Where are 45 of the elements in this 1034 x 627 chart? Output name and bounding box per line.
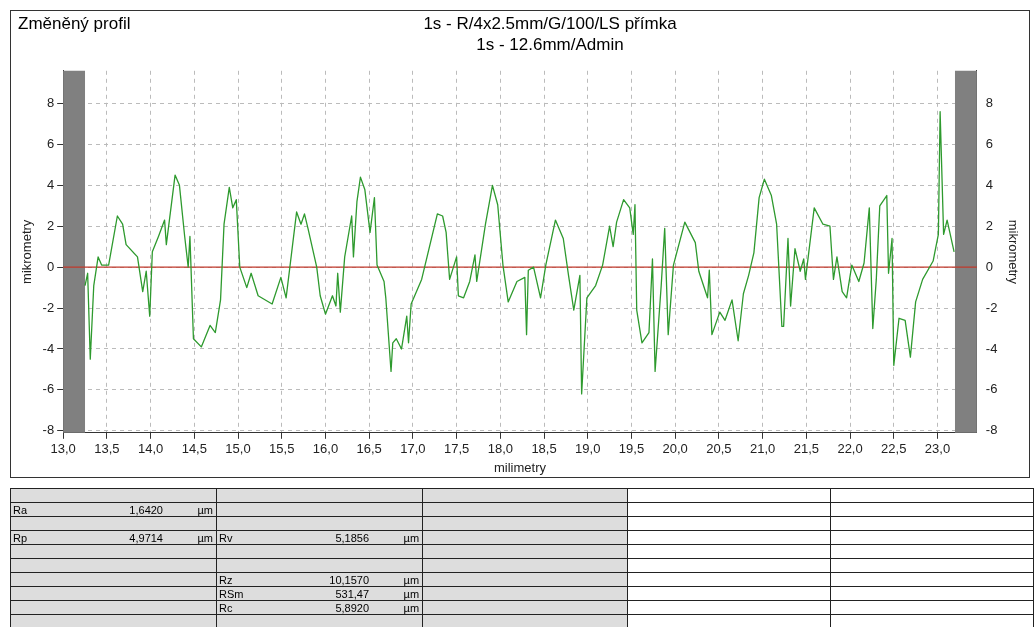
x-tick-label: 14,5 bbox=[181, 441, 207, 457]
x-tick-label: 17,0 bbox=[400, 441, 426, 457]
y2-tick-label: -6 bbox=[985, 381, 998, 397]
y-tick-label: 4 bbox=[46, 176, 55, 192]
y2-axis-title: mikrometry bbox=[1005, 219, 1021, 285]
y-tick-label: 8 bbox=[46, 95, 55, 111]
x-tick-label: 15,0 bbox=[225, 441, 251, 457]
y-tick-label: -6 bbox=[42, 381, 55, 397]
x-tick-label: 20,5 bbox=[706, 441, 732, 457]
y2-tick-label: 0 bbox=[985, 258, 994, 274]
x-tick-label: 22,5 bbox=[881, 441, 907, 457]
y2-tick-label: 2 bbox=[985, 217, 994, 233]
y-tick-label: 6 bbox=[46, 136, 55, 152]
x-tick-label: 21,0 bbox=[749, 441, 776, 457]
y2-tick-label: -4 bbox=[985, 340, 998, 356]
x-tick-label: 13,5 bbox=[94, 441, 120, 457]
y2-tick-label: -8 bbox=[985, 422, 998, 438]
y-tick-label: -4 bbox=[42, 340, 55, 356]
x-tick-label: 18,0 bbox=[487, 441, 513, 457]
y2-tick-label: 4 bbox=[985, 176, 994, 192]
x-tick-label: 21,5 bbox=[793, 441, 819, 457]
x-tick-label: 20,0 bbox=[662, 441, 688, 457]
y-axis-title: mikrometry bbox=[19, 219, 35, 284]
x-tick-label: 18,5 bbox=[531, 441, 557, 457]
x-tick-label: 16,0 bbox=[312, 441, 339, 457]
x-tick-label: 13,0 bbox=[50, 441, 76, 457]
y-tick-label: -2 bbox=[42, 299, 55, 315]
x-axis-title: milimetry bbox=[494, 459, 547, 475]
y-tick-label: 2 bbox=[46, 217, 55, 233]
x-tick-label: 19,5 bbox=[618, 441, 645, 457]
y2-tick-label: -2 bbox=[985, 299, 998, 315]
x-tick-label: 23,0 bbox=[924, 441, 951, 457]
parameter-table: Ra 1,6420 µm Rp 4,9714 µm Rv 5,1856 µm Rz 10,1570 µm RSm 531,47 µm Rc 5,8920 µm bbox=[10, 488, 1034, 627]
y-tick-label: -8 bbox=[42, 422, 55, 438]
x-tick-label: 15,5 bbox=[269, 441, 295, 457]
x-tick-label: 16,5 bbox=[356, 441, 382, 457]
y2-tick-label: 6 bbox=[985, 136, 994, 152]
x-tick-label: 14,0 bbox=[137, 441, 164, 457]
chart-subtitle: 1s - R/4x2.5mm/G/100/LS přímka 1s - 12.6mm/Admin bbox=[422, 13, 678, 55]
x-tick-label: 17,5 bbox=[443, 441, 470, 457]
x-tick-label: 19,0 bbox=[575, 441, 601, 457]
chart-title: Změněný profil bbox=[18, 14, 131, 34]
x-tick-label: 22,0 bbox=[837, 441, 863, 457]
y-tick-label: 0 bbox=[46, 258, 55, 274]
y2-tick-label: 8 bbox=[985, 95, 994, 111]
